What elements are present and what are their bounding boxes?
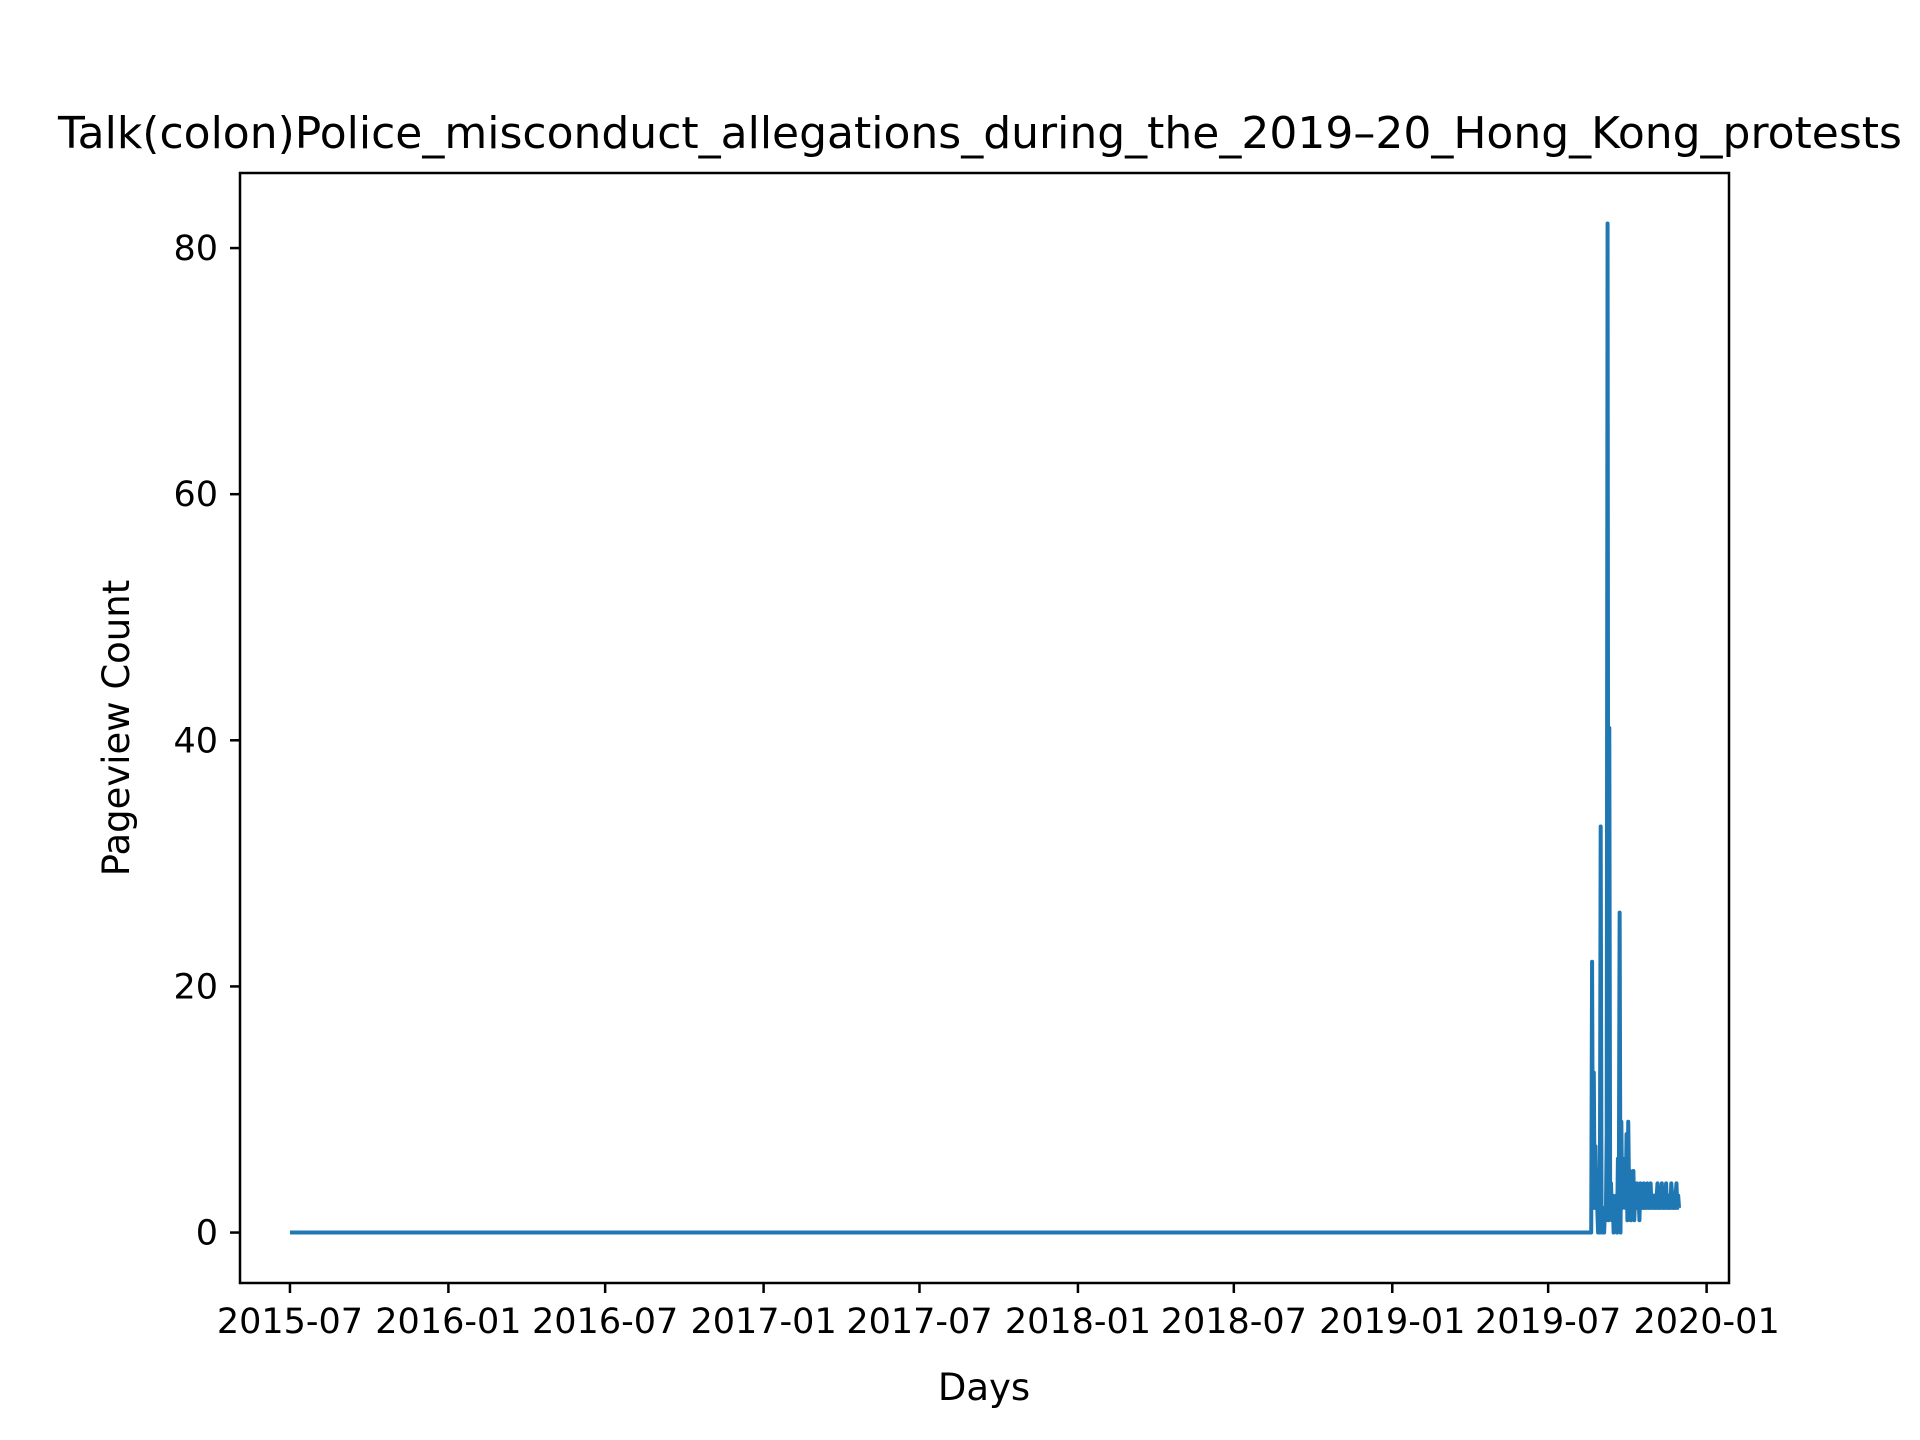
- y-tick-label: 0: [196, 1214, 218, 1254]
- chart-title: Talk(colon)Police_misconduct_allegations…: [57, 108, 1902, 159]
- x-tick-label: 2019-07: [1475, 1302, 1621, 1342]
- x-tick-label: 2017-01: [690, 1302, 836, 1342]
- x-tick-label: 2018-07: [1161, 1302, 1307, 1342]
- x-tick-label: 2015-07: [217, 1302, 363, 1342]
- x-tick-label: 2018-01: [1005, 1302, 1151, 1342]
- y-tick-label: 60: [173, 475, 218, 515]
- x-tick-label: 2016-01: [375, 1302, 521, 1342]
- y-axis: 0 20 40 60 80: [173, 229, 240, 1254]
- x-axis-label: Days: [938, 1366, 1030, 1409]
- x-axis: 2015-07 2016-01 2016-07 2017-01 2017-07 2018-…: [217, 1283, 1780, 1342]
- y-tick-label: 40: [173, 721, 218, 761]
- x-tick-label: 2019-01: [1319, 1302, 1465, 1342]
- y-tick-label: 20: [173, 967, 218, 1007]
- y-tick-label: 80: [173, 229, 218, 269]
- y-axis-label: Pageview Count: [95, 580, 138, 876]
- plot-area: [238, 171, 1731, 1285]
- x-tick-label: 2017-07: [846, 1302, 992, 1342]
- x-tick-label: 2016-07: [532, 1302, 678, 1342]
- series-group: [289, 221, 1682, 1235]
- series-line: [289, 221, 1682, 1235]
- x-tick-label: 2020-01: [1633, 1302, 1779, 1342]
